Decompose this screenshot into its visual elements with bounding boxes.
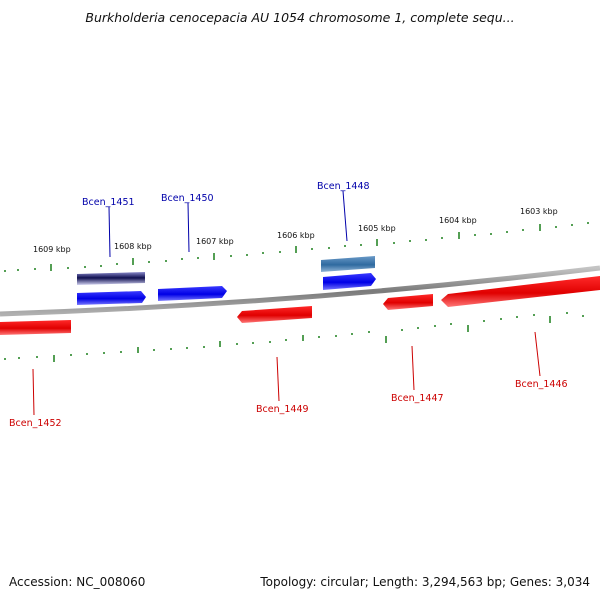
gene-bcen-1450[interactable] (158, 286, 227, 301)
reverse-genes (0, 276, 600, 335)
gene-bcen-1447[interactable] (383, 294, 433, 310)
chromosome-backbone (0, 265, 600, 317)
accession-text: Accession: NC_008060 (9, 575, 145, 589)
inner-tick-ring (4, 312, 584, 362)
gene-label-bcen-1450[interactable]: Bcen_1450 (161, 193, 214, 204)
genome-stats-text: Topology: circular; Length: 3,294,563 bp… (259, 575, 590, 589)
label-leaders (32, 190, 541, 416)
reverse-gene-labels: Bcen_1452 Bcen_1449 Bcen_1447 Bcen_1446 (9, 379, 568, 429)
gene-bcen-1448[interactable] (323, 273, 376, 290)
forward-genes (77, 256, 376, 305)
scale-label-1605: 1605 kbp (358, 224, 396, 233)
gene-bcen-1446[interactable] (441, 276, 600, 307)
gene-bcen-1452[interactable] (0, 320, 71, 335)
scale-labels: 1603 kbp 1604 kbp 1605 kbp 1606 kbp 1607… (33, 207, 558, 254)
scale-label-1603: 1603 kbp (520, 207, 558, 216)
forward-gene-labels: Bcen_1451 Bcen_1450 Bcen_1448 (82, 181, 370, 208)
scale-label-1607: 1607 kbp (196, 237, 234, 246)
scale-label-1608: 1608 kbp (114, 242, 152, 251)
gene-label-bcen-1448[interactable]: Bcen_1448 (317, 181, 370, 192)
map-title: Burkholderia cenocepacia AU 1054 chromos… (85, 10, 514, 25)
gene-bcen-1451[interactable] (77, 291, 146, 305)
gene-label-bcen-1449[interactable]: Bcen_1449 (256, 404, 309, 415)
gene-label-bcen-1451[interactable]: Bcen_1451 (82, 197, 135, 208)
gene-bcen-1448-segment[interactable] (321, 256, 375, 272)
gene-bcen-1451-segment[interactable] (77, 272, 145, 285)
scale-label-1609: 1609 kbp (33, 245, 71, 254)
gene-label-bcen-1447[interactable]: Bcen_1447 (391, 393, 444, 404)
outer-tick-ring (4, 222, 589, 272)
gene-label-bcen-1452[interactable]: Bcen_1452 (9, 418, 62, 429)
scale-label-1606: 1606 kbp (277, 231, 315, 240)
gene-bcen-1449[interactable] (237, 306, 312, 323)
gene-label-bcen-1446[interactable]: Bcen_1446 (515, 379, 568, 390)
scale-label-1604: 1604 kbp (439, 216, 477, 225)
